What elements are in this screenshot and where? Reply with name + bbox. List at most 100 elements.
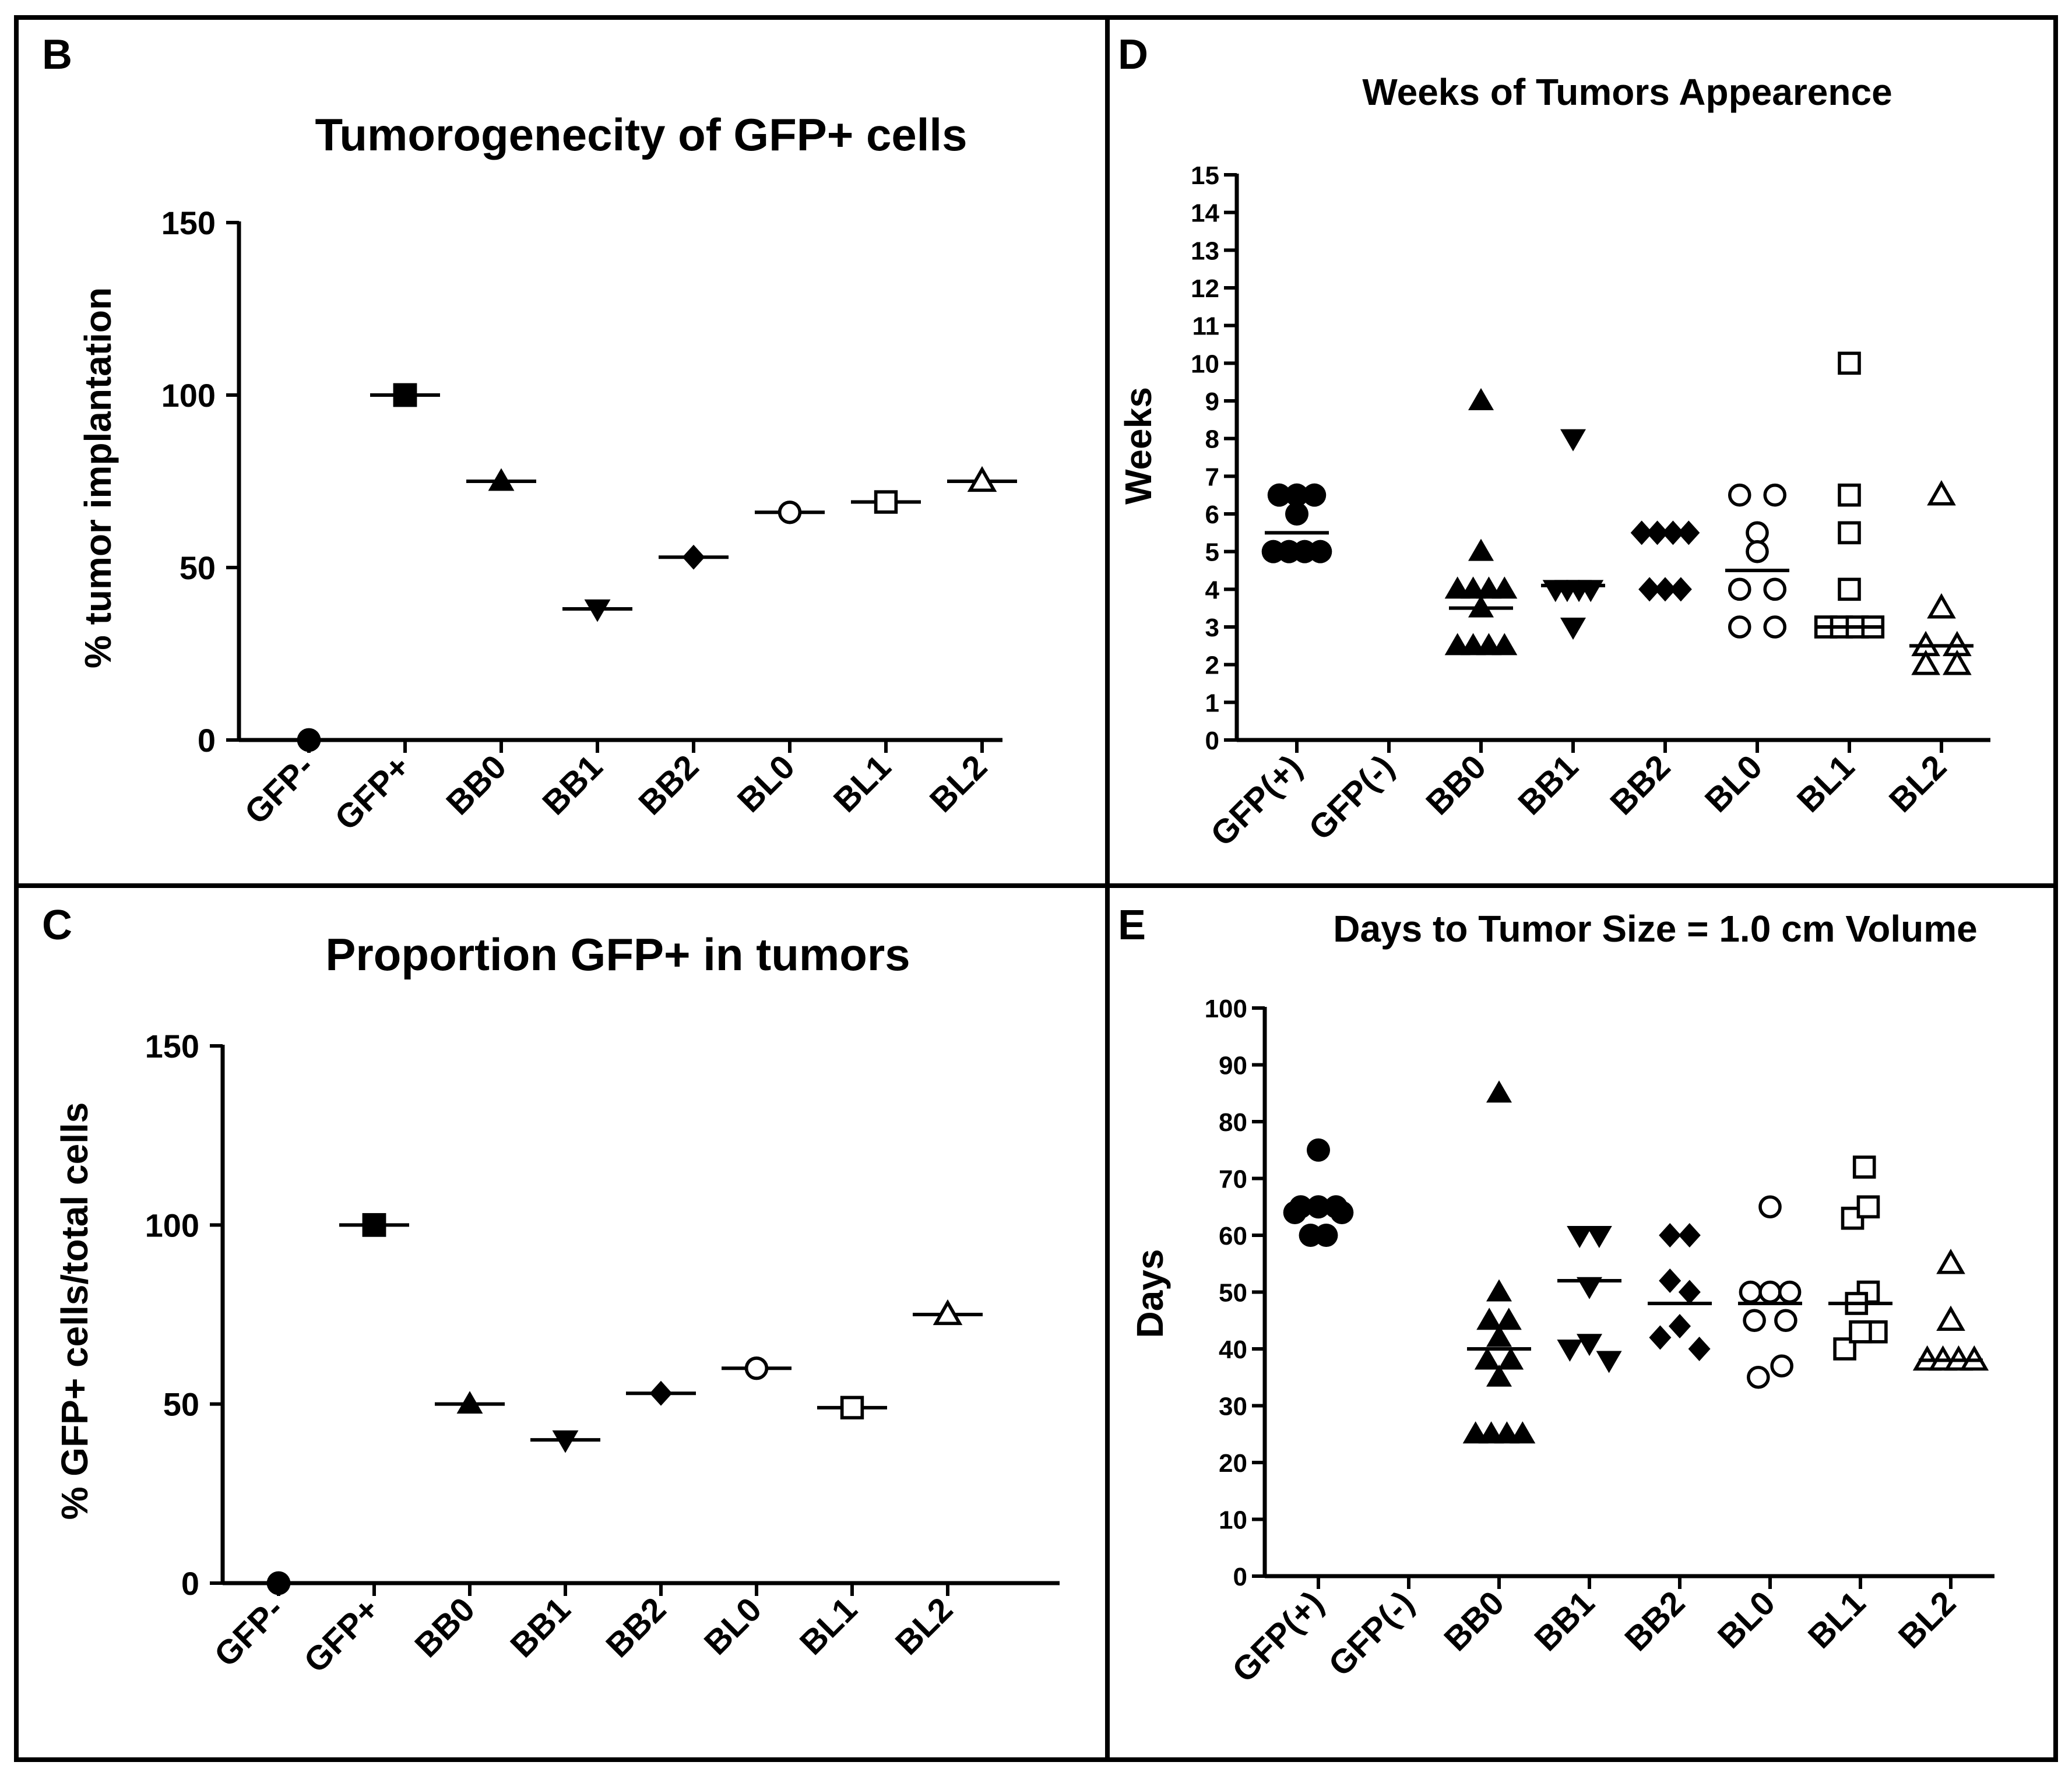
point-gfp — [362, 1213, 386, 1237]
point-bl0 — [1728, 483, 1751, 507]
point-bb2 — [1659, 1268, 1681, 1293]
y-tick-label: 150 — [145, 1028, 199, 1065]
y-tick-label: 50 — [163, 1386, 199, 1423]
point-bl1 — [1838, 351, 1861, 375]
point-gfp — [1267, 483, 1291, 507]
point-bb1 — [552, 1430, 579, 1453]
point-bb2 — [1654, 577, 1676, 602]
x-tick-label-bl2: BL2 — [1891, 1584, 1963, 1655]
y-tick-label: 10 — [1219, 1506, 1247, 1535]
chart-title: Days to Tumor Size = 1.0 cm Volume — [1333, 908, 1978, 950]
y-axis-label: Weeks — [1117, 387, 1159, 505]
y-tick-label: 100 — [1205, 995, 1247, 1023]
point-bb2 — [1638, 577, 1661, 602]
point-bb0 — [1486, 1080, 1512, 1103]
x-tick-label-gfp: GFP(+) — [1225, 1584, 1331, 1690]
chart-title: Weeks of Tumors Appearence — [1362, 71, 1892, 113]
point-bb1 — [1560, 429, 1586, 452]
chart-title: Tumorogenecity of GFP+ cells — [315, 109, 968, 160]
point-bl1 — [840, 1396, 864, 1420]
point-bb1 — [1557, 1340, 1583, 1362]
x-tick-label-bb0: BB0 — [407, 1590, 482, 1665]
y-axis-label: Days — [1129, 1249, 1171, 1338]
y-tick-label: 8 — [1205, 425, 1219, 454]
chart-days-to-size: Days to Tumor Size = 1.0 cm Volume 0 10 20 3… — [1129, 908, 1994, 1690]
point-bl0 — [1763, 483, 1787, 507]
point-bl1 — [1838, 521, 1861, 545]
x-tick-label-bb0: BB0 — [1419, 748, 1493, 822]
point-bl1 — [1838, 577, 1861, 601]
point-bl0 — [1758, 1280, 1782, 1304]
point-bl0 — [1728, 615, 1751, 639]
point-bl2 — [1927, 480, 1956, 506]
x-tick-label-bl1: BL1 — [1790, 748, 1862, 819]
point-bl2 — [1927, 593, 1956, 619]
point-bb2 — [1659, 1223, 1681, 1248]
x-tick-label-gfp: GFP(+) — [1204, 748, 1310, 854]
y-tick-label: 5 — [1205, 538, 1219, 567]
y-tick-label: 0 — [181, 1565, 199, 1602]
x-tick-label-gfp: GFP(-) — [1321, 1584, 1421, 1683]
x-tick-label-gfp: GFP+ — [328, 748, 417, 837]
x-tick-label-gfp: GFP+ — [297, 1590, 386, 1680]
x-tick-label-bb2: BB2 — [1617, 1584, 1692, 1658]
y-tick-label: 13 — [1191, 237, 1219, 265]
point-bb0 — [1510, 1421, 1536, 1444]
y-tick-label: 50 — [180, 549, 216, 586]
y-tick-label: 70 — [1219, 1165, 1247, 1194]
point-bb0 — [1486, 1364, 1512, 1387]
x-tick-label-bb2: BB2 — [1603, 748, 1677, 822]
y-tick-label: 2 — [1205, 651, 1219, 680]
x-tick-label-bb1: BB1 — [1527, 1584, 1602, 1658]
x-tick-label-bl0: BL0 — [1711, 1584, 1782, 1655]
point-bl0 — [1747, 1365, 1770, 1389]
point-bb0 — [1486, 1279, 1512, 1302]
panel-letter-D: D — [1118, 31, 1148, 78]
point-bl1 — [1849, 1320, 1872, 1344]
y-tick-label: 3 — [1205, 614, 1219, 642]
point-bb0 — [1474, 1347, 1500, 1370]
point-bl1 — [1852, 1155, 1876, 1179]
point-bl0 — [1758, 1195, 1782, 1219]
point-bl0 — [1739, 1280, 1763, 1304]
point-bb0 — [1498, 1347, 1524, 1370]
x-tick-label-bb1: BB1 — [1511, 748, 1585, 822]
point-bl0 — [1778, 1280, 1802, 1304]
point-bb2 — [682, 544, 705, 570]
y-tick-label: 0 — [1205, 727, 1219, 755]
y-tick-label: 0 — [198, 722, 216, 759]
point-bb2 — [649, 1380, 673, 1406]
panel-E-frame — [1105, 883, 2058, 1762]
point-bb2 — [1669, 1314, 1691, 1338]
point-bb0 — [1486, 1324, 1512, 1347]
point-bb1 — [1560, 618, 1586, 640]
chart-proportion-gfp: Proportion GFP+ in tumors 0 50 100 150 % GFP+… — [54, 929, 1060, 1680]
point-bb0 — [1496, 1308, 1522, 1330]
point-bb2 — [1688, 1337, 1711, 1361]
point-bb0 — [1476, 1308, 1503, 1330]
x-tick-label-gfp: GFP- — [237, 748, 321, 831]
point-bl2 — [1936, 1249, 1965, 1274]
point-bl1 — [874, 490, 898, 514]
x-tick-label-bb2: BB2 — [631, 748, 706, 822]
point-bl0 — [1746, 540, 1769, 563]
point-bb2 — [1649, 1325, 1672, 1350]
point-bl1 — [1838, 483, 1861, 507]
point-bl0 — [1763, 615, 1787, 639]
point-gfp — [1303, 483, 1327, 507]
panel-letter-C: C — [42, 902, 72, 949]
point-bb0 — [1491, 633, 1518, 656]
x-tick-label-bb0: BB0 — [439, 748, 513, 822]
x-tick-label-bl2: BL2 — [1882, 748, 1954, 819]
chart-tumorogenecity: Tumorogenecity of GFP+ cells 0 50 100 150 % t… — [77, 109, 1017, 837]
point-bb0 — [456, 1391, 483, 1414]
y-tick-label: 20 — [1219, 1449, 1247, 1478]
panel-letter-B: B — [42, 31, 72, 78]
y-tick-label: 12 — [1191, 274, 1219, 303]
point-gfp — [1285, 502, 1308, 526]
point-gfp — [1308, 540, 1332, 563]
y-tick-label: 10 — [1191, 350, 1219, 378]
point-gfp — [393, 383, 417, 407]
y-tick-label: 80 — [1219, 1108, 1247, 1137]
